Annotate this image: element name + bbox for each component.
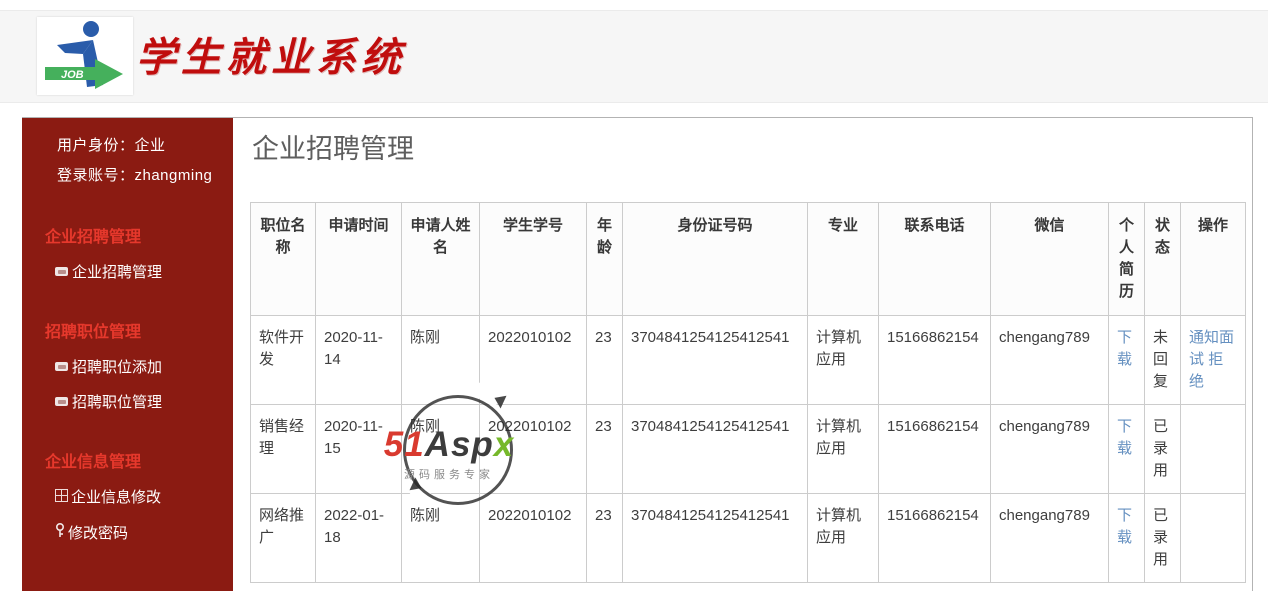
cell-wechat: chengang789: [990, 404, 1109, 494]
cell-student_id: 2022010102: [479, 404, 587, 494]
cell-phone: 15166862154: [878, 493, 991, 583]
app-title: 学生就业系统: [136, 35, 406, 80]
column-header-status: 状态: [1144, 202, 1181, 316]
grid-icon: [55, 488, 68, 508]
cell-age: 23: [586, 493, 623, 583]
cell-actions: [1180, 493, 1246, 583]
sidebar-item-label: 招聘职位添加: [72, 359, 163, 376]
cell-status: 未回复: [1144, 315, 1181, 405]
recruit-applications-table: 职位名称 申请时间 申请人姓名 学生学号 年龄 身份证号码 专业 联系电话 微信 个人简历 状态 操作…: [250, 202, 1246, 583]
sidebar-item-label: 招聘职位管理: [72, 394, 163, 411]
column-header-position: 职位名称: [250, 202, 316, 316]
cell-resume: 下载: [1108, 493, 1145, 583]
table-body: 软件开发 2020-11-14 陈刚 2022010102 23 370484125412…: [250, 315, 1246, 583]
column-header-phone: 联系电话: [878, 202, 991, 316]
sidebar-item-label: 企业招聘管理: [72, 264, 163, 281]
sidebar-item-position-mgmt[interactable]: 招聘职位管理: [22, 393, 233, 413]
table-row: 销售经理 2020-11-15 陈刚 2022010102 23 370484125412…: [250, 404, 1246, 494]
content-area: 企业招聘管理 职位名称 申请时间 申请人姓名 学生学号 年龄 身份证号码 专业 联系电话 微信个…: [233, 118, 1252, 591]
cell-position: 网络推广: [250, 493, 316, 583]
cell-age: 23: [586, 315, 623, 405]
svg-text:JOB: JOB: [61, 69, 84, 81]
cell-id_number: 3704841254125412541: [622, 315, 808, 405]
column-header-resume: 个人简历: [1108, 202, 1145, 316]
cell-resume: 下载: [1108, 404, 1145, 494]
section-title: 企业信息管理: [45, 454, 142, 471]
card-icon: [55, 393, 69, 413]
table-head: 职位名称 申请时间 申请人姓名 学生学号 年龄 身份证号码 专业 联系电话 微信 个人简历 状态 操作: [250, 202, 1246, 316]
cell-wechat: chengang789: [990, 493, 1109, 583]
sidebar-item-label: 修改密码: [68, 524, 129, 542]
column-header-wechat: 微信: [990, 202, 1109, 316]
cell-resume: 下载: [1108, 315, 1145, 405]
sidebar-section-recruit-mgmt: 企业招聘管理 企业招聘管理: [22, 228, 233, 283]
sidebar-item-enterprise-info-edit[interactable]: 企业信息修改: [22, 488, 233, 508]
cell-phone: 15166862154: [878, 315, 991, 405]
user-account: 登录账号：zhangming: [57, 167, 213, 184]
column-header-id_number: 身份证号码: [622, 202, 808, 316]
cell-major: 计算机应用: [807, 315, 879, 405]
cell-position: 销售经理: [250, 404, 316, 494]
action-link-notify-interview[interactable]: 通知面试: [1189, 329, 1235, 368]
main-container: 用户身份：企业 登录账号：zhangming 企业招聘管理 企业招聘管理 招聘职…: [22, 117, 1253, 591]
resume-download-link[interactable]: 下载: [1117, 418, 1133, 457]
top-strip: [0, 0, 1268, 10]
cell-apply_time: 2020-11-15: [315, 404, 402, 494]
action-link-reject[interactable]: 拒绝: [1189, 351, 1224, 390]
cell-phone: 15166862154: [878, 404, 991, 494]
column-header-student_id: 学生学号: [479, 202, 587, 316]
resume-download-link[interactable]: 下载: [1117, 329, 1133, 368]
section-title: 招聘职位管理: [45, 324, 142, 341]
sidebar: 用户身份：企业 登录账号：zhangming 企业招聘管理 企业招聘管理 招聘职…: [22, 118, 233, 591]
cell-student_id: 2022010102: [479, 493, 587, 583]
column-header-apply_time: 申请时间: [315, 202, 402, 316]
sidebar-item-position-add[interactable]: 招聘职位添加: [22, 358, 233, 378]
sidebar-section-position-mgmt: 招聘职位管理 招聘职位添加 招聘职位管理: [22, 323, 233, 413]
table-header-row: 职位名称 申请时间 申请人姓名 学生学号 年龄 身份证号码 专业 联系电话 微信 个人简历 状态 操作: [250, 202, 1246, 316]
cell-applicant: 陈刚: [401, 493, 480, 583]
card-icon: [55, 358, 69, 378]
user-identity: 用户身份：企业: [57, 137, 166, 154]
cell-id_number: 3704841254125412541: [622, 404, 808, 494]
column-header-actions: 操作: [1180, 202, 1246, 316]
cell-student_id: 2022010102: [479, 315, 587, 405]
resume-download-link[interactable]: 下载: [1117, 507, 1133, 546]
app-logo[interactable]: JOB: [37, 17, 133, 95]
job-logo-icon: JOB: [37, 17, 133, 95]
cell-applicant: 陈刚: [401, 315, 480, 405]
sidebar-item-enterprise-recruit-mgmt[interactable]: 企业招聘管理: [22, 263, 233, 283]
sidebar-item-label: 企业信息修改: [71, 489, 162, 506]
cell-status: 已录用: [1144, 404, 1181, 494]
cell-position: 软件开发: [250, 315, 316, 405]
section-title: 企业招聘管理: [45, 229, 142, 246]
cell-age: 23: [586, 404, 623, 494]
sidebar-section-enterprise-info: 企业信息管理 企业信息修改 修改密码: [22, 453, 233, 544]
cell-apply_time: 2020-11-14: [315, 315, 402, 405]
table-row: 网络推广 2022-01-18 陈刚 2022010102 23 370484125412…: [250, 493, 1246, 583]
page-title: 企业招聘管理: [252, 134, 414, 164]
card-icon: [55, 263, 69, 283]
column-header-applicant: 申请人姓名: [401, 202, 480, 316]
cell-major: 计算机应用: [807, 404, 879, 494]
cell-major: 计算机应用: [807, 493, 879, 583]
cell-apply_time: 2022-01-18: [315, 493, 402, 583]
cell-wechat: chengang789: [990, 315, 1109, 405]
column-header-major: 专业: [807, 202, 879, 316]
column-header-age: 年龄: [586, 202, 623, 316]
cell-actions: 通知面试 拒绝: [1180, 315, 1246, 405]
cell-actions: [1180, 404, 1246, 494]
cell-applicant: 陈刚: [401, 404, 480, 494]
header: JOB 学生就业系统: [0, 10, 1268, 103]
cell-status: 已录用: [1144, 493, 1181, 583]
sidebar-item-change-password[interactable]: 修改密码: [22, 522, 233, 544]
key-icon: [55, 522, 65, 544]
table-row: 软件开发 2020-11-14 陈刚 2022010102 23 370484125412…: [250, 315, 1246, 405]
cell-id_number: 3704841254125412541: [622, 493, 808, 583]
